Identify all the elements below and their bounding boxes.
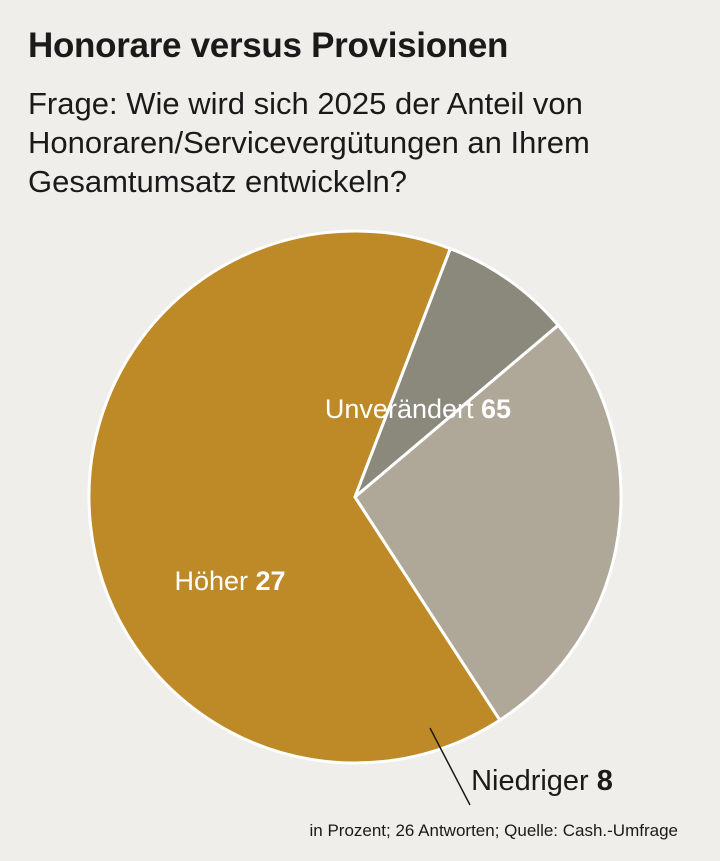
leader-line-niedriger (429, 727, 471, 806)
source-note: in Prozent; 26 Antworten; Quelle: Cash.-… (309, 821, 678, 840)
slice-label-value-niedriger: 8 (597, 765, 613, 797)
slice-label-value-hoeher: 27 (256, 566, 286, 596)
slice-label-name-unveraendert: Unverändert (325, 394, 481, 424)
slice-label-name-hoeher: Höher (174, 566, 255, 596)
slice-labels: Unverändert 65 Niedriger 8 Höher 27 (174, 394, 612, 797)
chart-question: Frage: Wie wird sich 2025 der Anteil von… (28, 86, 590, 199)
pie-slice-niedriger (353, 247, 560, 499)
pie-slice-hoeher (353, 323, 623, 722)
chart-title: Honorare versus Provisionen (28, 26, 509, 65)
slice-label-hoeher: Höher 27 (174, 566, 285, 596)
slice-label-name-niedriger: Niedriger (471, 765, 597, 797)
pie-slice-unveraendert (87, 229, 502, 765)
slice-label-unveraendert: Unverändert 65 (325, 394, 511, 424)
leader-lines (429, 727, 471, 806)
slice-label-niedriger: Niedriger 8 (471, 765, 613, 797)
pie-slices (87, 229, 623, 765)
slice-label-value-unveraendert: 65 (481, 394, 511, 424)
